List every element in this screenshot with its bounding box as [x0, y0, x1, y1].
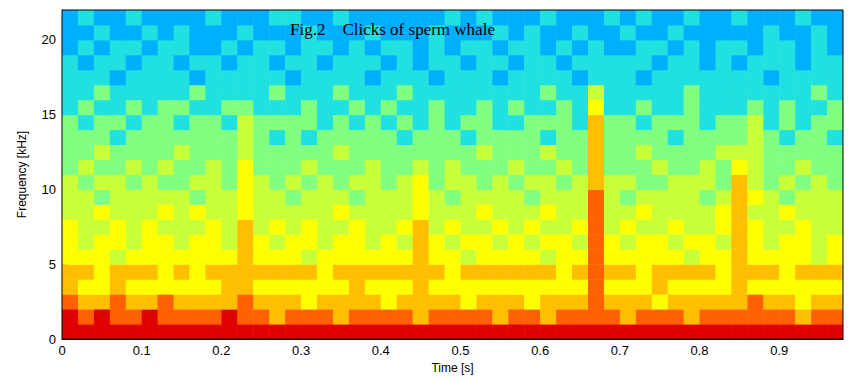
- svg-text:0.1: 0.1: [133, 343, 151, 358]
- svg-text:20: 20: [42, 32, 56, 47]
- svg-text:0.7: 0.7: [611, 343, 629, 358]
- svg-text:Frequency [kHz]: Frequency [kHz]: [15, 131, 29, 218]
- svg-text:Time [s]: Time [s]: [431, 361, 473, 375]
- svg-text:5: 5: [49, 257, 56, 272]
- svg-text:0: 0: [58, 343, 65, 358]
- svg-text:0.8: 0.8: [691, 343, 709, 358]
- svg-text:0.2: 0.2: [212, 343, 230, 358]
- svg-text:0: 0: [49, 332, 56, 347]
- svg-text:0.6: 0.6: [531, 343, 549, 358]
- svg-text:10: 10: [42, 182, 56, 197]
- svg-text:0.3: 0.3: [292, 343, 310, 358]
- svg-text:0.9: 0.9: [770, 343, 788, 358]
- svg-text:0.5: 0.5: [451, 343, 469, 358]
- svg-text:Fig.2 Clicks of sperm whale: Fig.2 Clicks of sperm whale: [290, 20, 495, 39]
- svg-text:15: 15: [42, 107, 56, 122]
- svg-text:0.4: 0.4: [372, 343, 390, 358]
